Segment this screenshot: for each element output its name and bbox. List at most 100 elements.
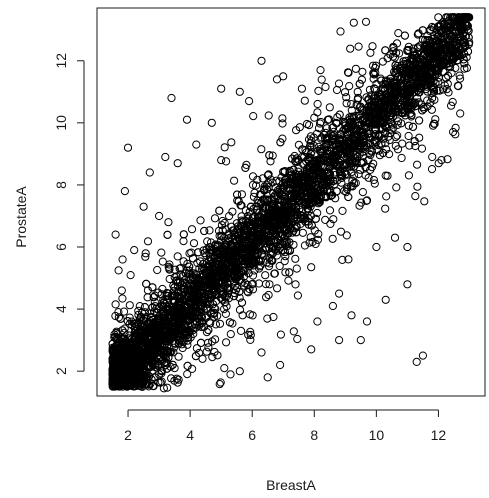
data-point (142, 373, 151, 382)
data-point (417, 144, 427, 153)
data-point (366, 150, 375, 160)
data-point (322, 124, 331, 133)
data-point (361, 17, 371, 26)
data-point (423, 45, 432, 54)
data-point (316, 169, 325, 178)
data-point (257, 250, 266, 259)
data-point (369, 159, 378, 168)
data-point (420, 197, 429, 206)
data-point (119, 334, 128, 343)
data-point (266, 175, 275, 184)
data-point (252, 181, 261, 190)
data-point (136, 312, 145, 321)
data-point (300, 96, 309, 105)
data-point (269, 225, 278, 234)
data-point (413, 30, 422, 39)
data-point (291, 157, 300, 166)
data-point (260, 182, 269, 191)
data-point (365, 108, 374, 117)
data-point (286, 171, 295, 180)
data-point (288, 202, 297, 211)
data-point (217, 221, 226, 230)
data-point (403, 46, 412, 56)
data-point (369, 175, 378, 185)
data-point (330, 158, 339, 167)
data-point (302, 119, 312, 129)
data-point (379, 118, 388, 128)
data-point (174, 298, 183, 307)
data-point (215, 380, 224, 389)
data-point (242, 255, 251, 264)
data-point (233, 190, 242, 199)
data-point (329, 159, 338, 168)
data-point (421, 64, 430, 73)
data-point (150, 337, 159, 346)
data-point (303, 204, 312, 213)
data-point (149, 293, 158, 302)
data-point (323, 169, 332, 178)
data-point (149, 349, 158, 358)
data-point (291, 177, 300, 186)
data-point (138, 382, 147, 391)
data-point (157, 336, 166, 345)
data-point (404, 71, 413, 81)
data-point (338, 206, 347, 215)
data-point (175, 297, 184, 306)
data-point (254, 242, 263, 251)
data-point (325, 206, 335, 215)
data-point (307, 221, 316, 230)
data-point (377, 98, 386, 107)
data-point (314, 229, 323, 239)
data-point (127, 317, 136, 326)
data-point (302, 169, 311, 178)
data-point (253, 219, 263, 228)
data-point (345, 82, 354, 91)
data-point (237, 298, 247, 307)
data-point (333, 113, 342, 122)
data-point (268, 151, 277, 160)
data-point (294, 140, 303, 149)
data-point (349, 139, 358, 148)
data-point (142, 324, 152, 333)
data-point (261, 280, 270, 289)
data-point (331, 170, 340, 180)
data-point (163, 383, 172, 392)
data-point (132, 367, 141, 376)
data-point (266, 157, 275, 166)
data-point (381, 128, 390, 137)
data-point (441, 73, 451, 82)
data-point (284, 276, 293, 285)
data-point (326, 160, 335, 169)
data-point (196, 216, 205, 225)
data-point (116, 314, 125, 323)
data-point (347, 123, 356, 132)
data-point (363, 129, 372, 138)
data-point (305, 238, 314, 247)
data-point (173, 252, 182, 261)
data-point (118, 294, 127, 303)
data-point (235, 293, 244, 302)
data-point (155, 327, 165, 336)
data-point (343, 183, 352, 192)
data-point (434, 13, 443, 22)
data-point (235, 272, 244, 281)
data-point (182, 331, 192, 340)
data-point (394, 104, 403, 114)
data-point (370, 70, 379, 79)
data-point (165, 274, 174, 284)
data-point (183, 285, 192, 294)
data-point (142, 368, 151, 377)
data-point (398, 97, 407, 106)
data-point (435, 57, 444, 66)
data-point (426, 58, 435, 68)
data-point (326, 179, 335, 188)
data-point (163, 230, 172, 239)
data-point (280, 257, 289, 266)
data-point (385, 150, 394, 159)
data-point (183, 370, 192, 379)
data-point (455, 21, 464, 30)
data-point (391, 64, 400, 73)
data-point (292, 173, 301, 182)
data-point (162, 291, 171, 300)
data-point (443, 46, 453, 55)
